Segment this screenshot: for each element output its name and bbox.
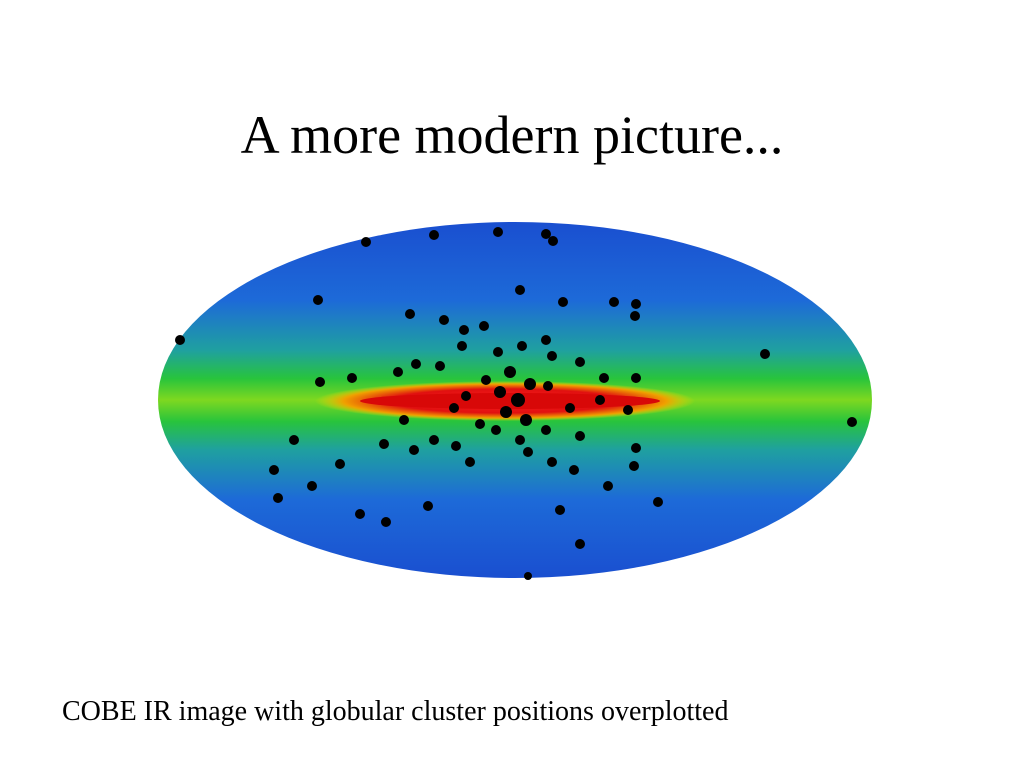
- galactic-plane: [360, 393, 660, 409]
- slide-title: A more modern picture...: [240, 105, 784, 165]
- cluster-dots: [175, 227, 857, 580]
- caption: COBE IR image with globular cluster posi…: [62, 696, 729, 727]
